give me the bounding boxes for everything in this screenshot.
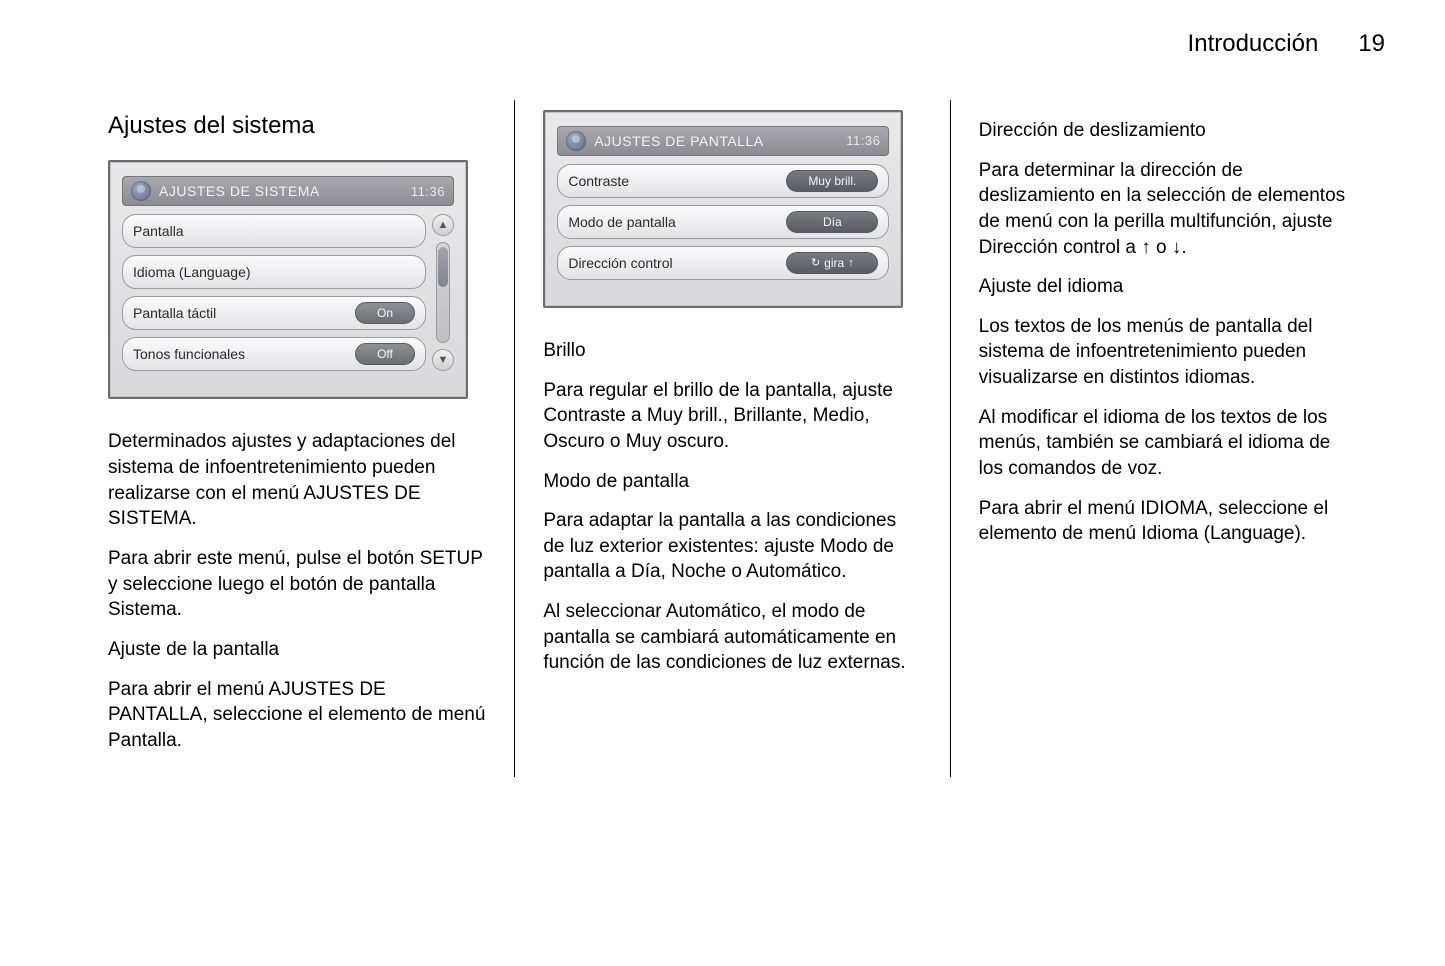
toggle-pill-on[interactable]: On	[355, 302, 415, 324]
scroll-down-button[interactable]: ▼	[432, 349, 454, 371]
col1-p1: Determinados ajustes y adaptaciones del …	[108, 429, 486, 532]
col1-sub1: Ajuste de la pantalla	[108, 637, 486, 663]
pill-mid-text: gira	[824, 255, 844, 271]
menu-row-tonos[interactable]: Tonos funcionales Off	[122, 337, 426, 371]
scroll-track[interactable]	[436, 242, 450, 343]
device-screenshot-display-settings: AJUSTES DE PANTALLA 11:36 Contraste Muy …	[543, 110, 903, 308]
menu-row-direccion-control[interactable]: Dirección control ↻ gira ↑	[557, 246, 889, 280]
col3-p1: Para determinar la dirección de deslizam…	[979, 158, 1357, 261]
toggle-pill-off[interactable]: Off	[355, 343, 415, 365]
col3-p2: Los textos de los menús de pantalla del …	[979, 314, 1357, 391]
col1-p3: Para abrir el menú AJUSTES DE PANTALLA, …	[108, 677, 486, 754]
menu-row-modo-pantalla[interactable]: Modo de pantalla Día	[557, 205, 889, 239]
col2-p2: Para adaptar la pantalla a las condicion…	[543, 508, 921, 585]
globe-icon	[566, 131, 586, 151]
page-number: 19	[1358, 30, 1385, 58]
row-label: Idioma (Language)	[133, 263, 415, 282]
menu-row-idioma[interactable]: Idioma (Language)	[122, 255, 426, 289]
device-titlebar: AJUSTES DE PANTALLA 11:36	[557, 126, 889, 156]
content-columns: Ajustes del sistema AJUSTES DE SISTEMA 1…	[80, 100, 1385, 777]
page-header: Introducción 19	[1188, 30, 1385, 58]
col3-p4: Para abrir el menú IDIOMA, seleccione el…	[979, 496, 1357, 547]
device-scrollbar: ▲ ▼	[432, 214, 454, 371]
chevron-up-icon: ▲	[438, 218, 449, 233]
device-list: Contraste Muy brill. Modo de pantalla Dí…	[557, 164, 889, 280]
col3-p3: Al modificar el idioma de los textos de …	[979, 405, 1357, 482]
globe-icon	[131, 181, 151, 201]
col2-p3: Al seleccionar Automático, el modo de pa…	[543, 599, 921, 676]
col1-p2: Para abrir este menú, pulse el botón SET…	[108, 546, 486, 623]
arrow-down-icon: ↓	[1172, 237, 1182, 258]
value-pill-complex[interactable]: ↻ gira ↑	[786, 252, 878, 274]
value-pill[interactable]: Día	[786, 211, 878, 233]
row-label: Dirección control	[568, 254, 786, 273]
arrow-up-icon: ↑	[848, 256, 854, 271]
device-title: AJUSTES DE PANTALLA	[594, 132, 846, 151]
chevron-down-icon: ▼	[438, 353, 449, 368]
row-label: Pantalla	[133, 222, 415, 241]
device-screenshot-system-settings: AJUSTES DE SISTEMA 11:36 Pantalla Idioma…	[108, 160, 468, 399]
row-label: Modo de pantalla	[568, 213, 786, 232]
menu-row-pantalla[interactable]: Pantalla	[122, 214, 426, 248]
col3-p1-mid: o	[1151, 237, 1172, 258]
col3-sub2: Ajuste del idioma	[979, 274, 1357, 300]
column-1: Ajustes del sistema AJUSTES DE SISTEMA 1…	[80, 100, 515, 777]
device-time: 11:36	[846, 132, 880, 150]
column-3: Dirección de deslizamiento Para determin…	[951, 100, 1385, 777]
device-title: AJUSTES DE SISTEMA	[159, 182, 411, 201]
col1-heading: Ajustes del sistema	[108, 110, 486, 142]
menu-row-pantalla-tactil[interactable]: Pantalla táctil On	[122, 296, 426, 330]
chapter-title: Introducción	[1188, 30, 1319, 58]
device-titlebar: AJUSTES DE SISTEMA 11:36	[122, 176, 454, 206]
col3-p1b: .	[1181, 237, 1186, 258]
col3-sub1: Dirección de deslizamiento	[979, 118, 1357, 144]
column-2: AJUSTES DE PANTALLA 11:36 Contraste Muy …	[515, 100, 950, 777]
value-pill[interactable]: Muy brill.	[786, 170, 878, 192]
device-time: 11:36	[411, 183, 445, 201]
device-body: Contraste Muy brill. Modo de pantalla Dí…	[557, 164, 889, 280]
row-label: Pantalla táctil	[133, 304, 355, 323]
device-list: Pantalla Idioma (Language) Pantalla táct…	[122, 214, 426, 371]
col2-sub1: Brillo	[543, 338, 921, 364]
menu-row-contraste[interactable]: Contraste Muy brill.	[557, 164, 889, 198]
row-label: Contraste	[568, 172, 786, 191]
device-body: Pantalla Idioma (Language) Pantalla táct…	[122, 214, 454, 371]
arrow-up-icon: ↑	[1141, 237, 1151, 258]
scroll-up-button[interactable]: ▲	[432, 214, 454, 236]
col2-p1: Para regular el brillo de la pantalla, a…	[543, 378, 921, 455]
col2-sub2: Modo de pantalla	[543, 469, 921, 495]
row-label: Tonos funcionales	[133, 345, 355, 364]
rotate-icon: ↻	[811, 256, 820, 271]
scroll-thumb[interactable]	[438, 247, 448, 287]
